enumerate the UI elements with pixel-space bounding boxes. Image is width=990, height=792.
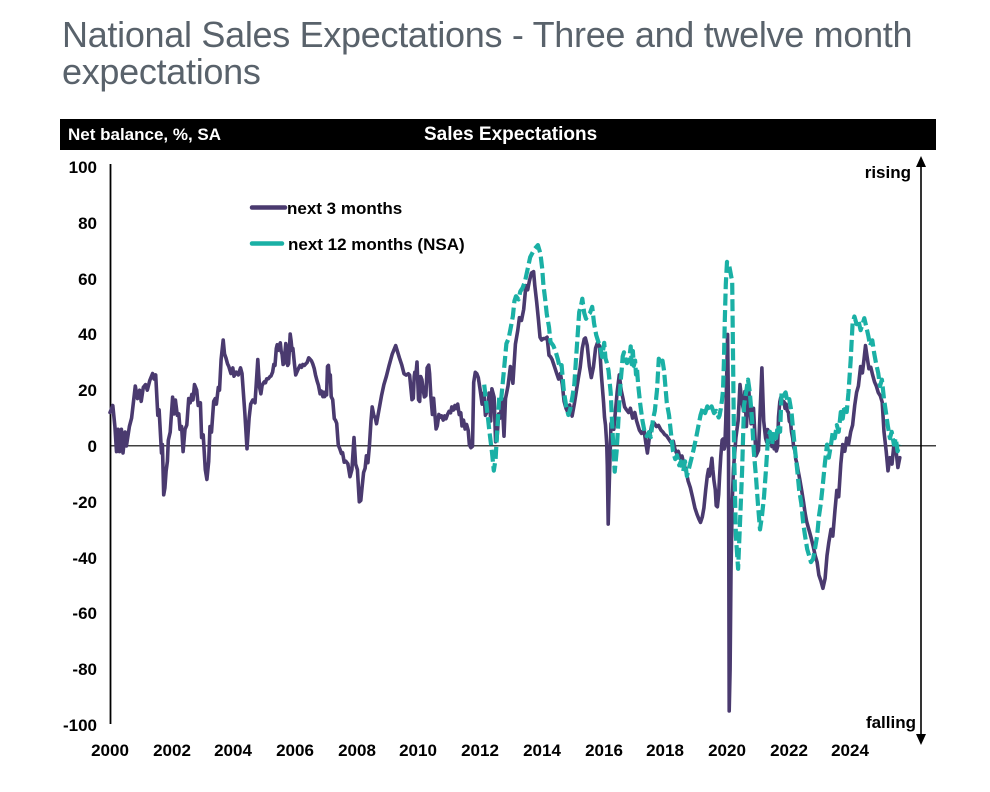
- svg-text:-80: -80: [72, 660, 97, 679]
- svg-text:-20: -20: [72, 493, 97, 512]
- svg-text:20: 20: [78, 381, 97, 400]
- svg-text:2000: 2000: [91, 741, 129, 760]
- svg-text:-100: -100: [63, 716, 97, 735]
- svg-text:2016: 2016: [585, 741, 623, 760]
- svg-text:2008: 2008: [338, 741, 376, 760]
- svg-text:next 12 months (NSA): next 12 months (NSA): [288, 235, 465, 254]
- svg-text:2024: 2024: [831, 741, 869, 760]
- svg-text:40: 40: [78, 325, 97, 344]
- svg-text:2002: 2002: [153, 741, 191, 760]
- svg-text:2010: 2010: [399, 741, 437, 760]
- svg-text:0: 0: [88, 437, 97, 456]
- svg-text:80: 80: [78, 214, 97, 233]
- svg-text:-40: -40: [72, 549, 97, 568]
- svg-text:2020: 2020: [708, 741, 746, 760]
- svg-text:falling: falling: [866, 713, 916, 732]
- svg-text:100: 100: [69, 158, 97, 177]
- svg-text:next 3 months: next 3 months: [287, 199, 402, 218]
- svg-text:2022: 2022: [770, 741, 808, 760]
- svg-text:rising: rising: [865, 163, 911, 182]
- svg-text:2004: 2004: [214, 741, 252, 760]
- svg-text:2014: 2014: [523, 741, 561, 760]
- svg-text:60: 60: [78, 270, 97, 289]
- svg-text:-60: -60: [72, 604, 97, 623]
- svg-text:2018: 2018: [646, 741, 684, 760]
- svg-text:2012: 2012: [461, 741, 499, 760]
- svg-text:2006: 2006: [276, 741, 314, 760]
